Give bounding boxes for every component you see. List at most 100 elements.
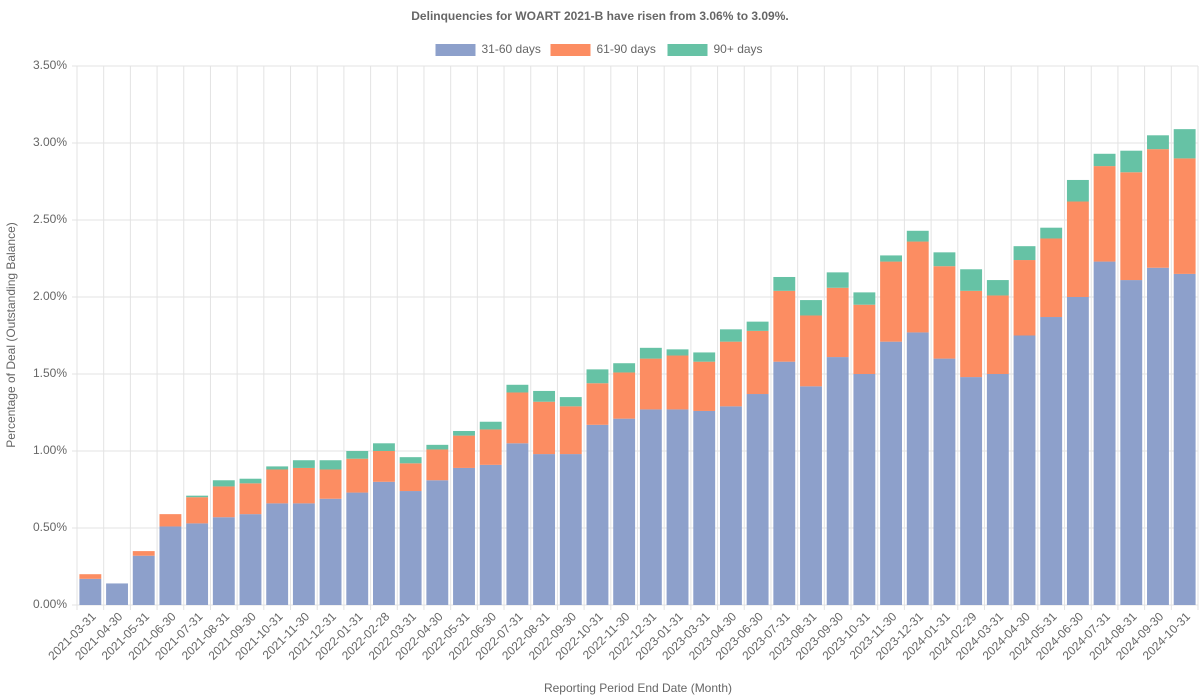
bar-segment [1093,153,1116,167]
bar-segment [639,358,662,410]
bar-segment [933,252,956,267]
bar-segment [906,230,929,242]
bar-segment [266,469,289,504]
bar-segment [746,321,769,331]
bar-segment [372,481,395,605]
bar-segment [159,526,182,605]
bar-segment [1040,317,1063,605]
bar-segment [212,480,235,487]
legend-label: 31-60 days [482,42,541,56]
x-axis-label: Reporting Period End Date (Month) [544,681,732,695]
legend-swatch [667,44,708,56]
bar-segment [1120,150,1143,173]
bar-segment [960,290,983,378]
bar-segment [453,430,475,436]
bar-segment [719,406,742,605]
bar-segment [800,315,822,387]
y-tick-label: 0.00% [33,597,67,611]
bar-segment [319,469,342,499]
bar-segment [212,486,235,518]
bar-segment [1120,172,1143,281]
bar-segment [1147,149,1169,268]
bar-segment [399,491,422,605]
bar-segment [292,467,315,504]
bar-segment [880,255,903,262]
bar-segment [1093,166,1116,262]
bar-segment [372,451,395,482]
bar-segment [132,555,155,605]
bar-segment [453,435,475,468]
bar-segment [826,272,849,288]
bar-segment [479,464,502,605]
bar-segment [533,401,556,455]
bar-segment [880,341,903,605]
bar-segment [1013,260,1036,336]
bar-segment [533,390,556,402]
bar-segment [826,357,849,605]
bar-segment [933,358,956,605]
bar-segment [586,369,609,384]
bar-segment [292,460,315,468]
bar-segment [1066,179,1089,202]
bar-segment [853,374,876,605]
bar-segment [1040,227,1063,239]
bar-segment [1147,135,1169,150]
bar-segment [719,341,742,407]
bar-segment [986,374,1009,605]
bar-segment [399,457,422,464]
y-tick-label: 1.50% [33,366,67,380]
bar-segment [346,451,369,459]
bar-segment [693,352,716,362]
bar-segment [746,330,769,395]
chart-title: Delinquencies for WOART 2021-B have rise… [411,9,788,23]
bar-segment [186,523,209,605]
bar-segment [1013,335,1036,605]
bar-segment [106,583,128,605]
bar-segment [639,409,662,605]
bar-segment [186,497,209,524]
bar-segment [319,460,342,470]
bar-segment [533,454,556,605]
bar-segment [906,241,929,333]
bar-segment [1093,261,1116,605]
bar-segment [1066,201,1089,297]
bar-segment [613,363,636,373]
bar-segment [559,397,582,407]
bar-segment [479,429,502,465]
bar-segment [666,355,689,410]
bar-segment [666,349,689,356]
bar-segment [346,458,369,493]
bar-segment [559,406,582,455]
y-tick-label: 1.00% [33,443,67,457]
bar-segment [853,304,876,374]
bar-segment [1013,246,1036,261]
y-tick-label: 3.50% [33,58,67,72]
bar-segment [826,287,849,358]
y-tick-label: 0.50% [33,520,67,534]
bar-segment [933,266,956,359]
bar-segment [479,421,502,430]
y-axis-label: Percentage of Deal (Outstanding Balance) [4,222,18,447]
bar-segment [506,392,529,444]
bar-segment [719,329,742,342]
bar-segment [693,410,716,605]
bar-segment [239,483,262,515]
bar-segment [319,498,342,605]
bar-segment [426,480,449,605]
bar-segment [1173,129,1196,159]
bar-segment [1173,158,1196,274]
bar-segment [266,503,289,605]
legend-swatch [435,44,476,56]
bar-segment [906,332,929,605]
bar-segment [186,495,209,498]
bar-segment [506,384,529,393]
bar-segment [880,261,903,342]
bar-segment [800,386,822,605]
bar-segment [453,467,475,605]
bar-segment [426,449,449,481]
bar-segment [773,290,796,362]
y-tick-label: 3.00% [33,135,67,149]
bar-segment [239,514,262,605]
